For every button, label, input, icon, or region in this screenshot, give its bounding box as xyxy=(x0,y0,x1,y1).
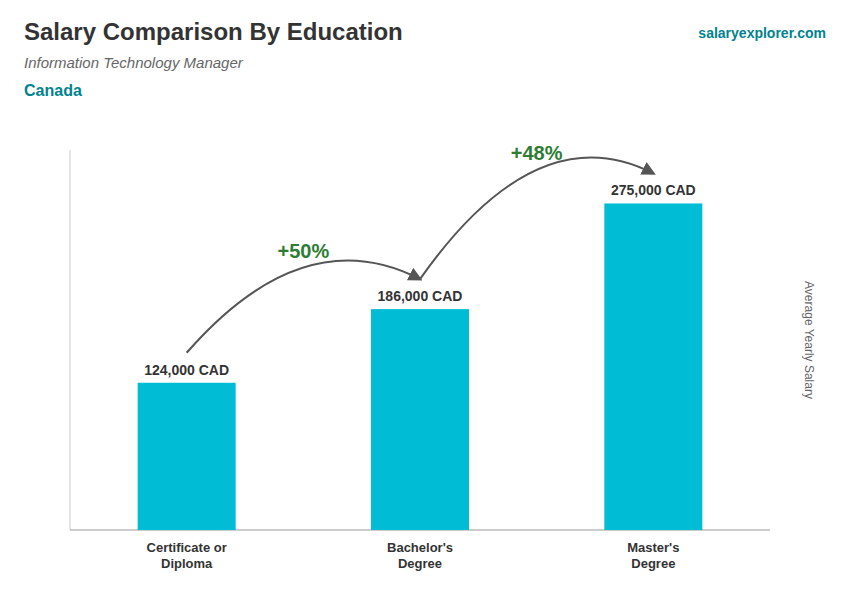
subtitle: Information Technology Manager xyxy=(24,54,244,71)
chart: Salary Comparison By Education Informatio… xyxy=(0,0,850,606)
bar xyxy=(371,309,469,530)
country: Canada xyxy=(24,82,82,99)
title: Salary Comparison By Education xyxy=(24,18,403,45)
x-tick-label: Master'sDegree xyxy=(627,540,679,571)
change-label: +48% xyxy=(511,142,563,164)
x-tick-label: Bachelor'sDegree xyxy=(387,540,453,571)
watermark: salaryexplorer.com xyxy=(698,25,826,41)
change-label: +50% xyxy=(277,240,329,262)
bar xyxy=(604,203,702,530)
bars xyxy=(138,203,703,530)
data-label: 124,000 CAD xyxy=(144,362,229,378)
change-arrow xyxy=(420,157,653,279)
data-label: 275,000 CAD xyxy=(611,182,696,198)
bar xyxy=(138,383,236,530)
y-axis-label: Average Yearly Salary xyxy=(802,281,816,399)
data-label: 186,000 CAD xyxy=(378,288,463,304)
y-axis-line xyxy=(70,150,71,530)
change-arrow xyxy=(187,261,420,353)
x-tick-label: Certificate orDiploma xyxy=(147,540,227,571)
